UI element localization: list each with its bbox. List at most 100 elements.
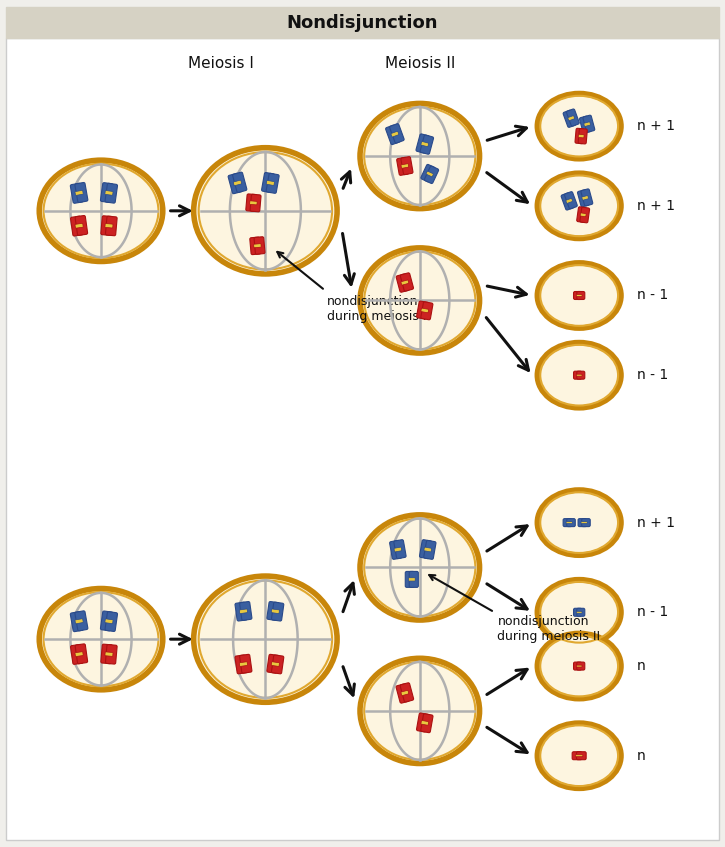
FancyBboxPatch shape bbox=[561, 193, 574, 210]
FancyBboxPatch shape bbox=[75, 618, 83, 623]
FancyBboxPatch shape bbox=[7, 7, 718, 38]
FancyBboxPatch shape bbox=[580, 213, 586, 217]
Ellipse shape bbox=[360, 103, 479, 208]
FancyBboxPatch shape bbox=[386, 125, 400, 145]
Text: n - 1: n - 1 bbox=[637, 606, 668, 619]
FancyBboxPatch shape bbox=[573, 291, 581, 300]
FancyBboxPatch shape bbox=[106, 645, 117, 664]
Text: n - 1: n - 1 bbox=[637, 368, 668, 382]
FancyBboxPatch shape bbox=[563, 518, 572, 527]
FancyBboxPatch shape bbox=[254, 237, 265, 254]
FancyBboxPatch shape bbox=[239, 662, 247, 667]
FancyBboxPatch shape bbox=[240, 655, 252, 673]
FancyBboxPatch shape bbox=[397, 158, 409, 175]
FancyBboxPatch shape bbox=[105, 224, 113, 228]
FancyBboxPatch shape bbox=[576, 295, 582, 296]
FancyBboxPatch shape bbox=[228, 174, 242, 194]
FancyBboxPatch shape bbox=[401, 163, 409, 169]
FancyBboxPatch shape bbox=[583, 115, 594, 132]
FancyBboxPatch shape bbox=[105, 619, 113, 623]
FancyBboxPatch shape bbox=[405, 572, 415, 587]
Ellipse shape bbox=[39, 160, 163, 262]
FancyBboxPatch shape bbox=[576, 207, 587, 223]
FancyBboxPatch shape bbox=[105, 191, 113, 196]
FancyBboxPatch shape bbox=[573, 371, 581, 379]
FancyBboxPatch shape bbox=[262, 173, 275, 192]
FancyBboxPatch shape bbox=[409, 572, 418, 587]
FancyBboxPatch shape bbox=[576, 374, 582, 376]
Text: n: n bbox=[637, 749, 646, 762]
Ellipse shape bbox=[360, 658, 479, 763]
FancyBboxPatch shape bbox=[420, 141, 428, 147]
FancyBboxPatch shape bbox=[424, 166, 439, 184]
FancyBboxPatch shape bbox=[389, 540, 402, 559]
FancyBboxPatch shape bbox=[267, 601, 279, 620]
FancyBboxPatch shape bbox=[424, 547, 431, 552]
FancyBboxPatch shape bbox=[578, 190, 589, 207]
Text: Meiosis II: Meiosis II bbox=[384, 56, 455, 71]
FancyBboxPatch shape bbox=[101, 611, 113, 631]
FancyBboxPatch shape bbox=[584, 122, 590, 126]
FancyBboxPatch shape bbox=[233, 180, 241, 185]
FancyBboxPatch shape bbox=[581, 189, 593, 206]
FancyBboxPatch shape bbox=[75, 651, 83, 656]
FancyBboxPatch shape bbox=[576, 612, 582, 613]
FancyBboxPatch shape bbox=[271, 662, 279, 667]
Ellipse shape bbox=[537, 634, 621, 699]
FancyBboxPatch shape bbox=[101, 216, 112, 235]
FancyBboxPatch shape bbox=[389, 124, 404, 143]
FancyBboxPatch shape bbox=[75, 224, 83, 228]
FancyBboxPatch shape bbox=[70, 216, 83, 236]
FancyBboxPatch shape bbox=[7, 38, 718, 840]
FancyBboxPatch shape bbox=[565, 191, 577, 209]
FancyBboxPatch shape bbox=[254, 244, 261, 247]
FancyBboxPatch shape bbox=[266, 180, 275, 185]
FancyBboxPatch shape bbox=[101, 183, 113, 202]
FancyBboxPatch shape bbox=[578, 518, 587, 527]
FancyBboxPatch shape bbox=[420, 302, 433, 320]
FancyBboxPatch shape bbox=[573, 662, 581, 670]
FancyBboxPatch shape bbox=[577, 291, 585, 300]
FancyBboxPatch shape bbox=[70, 645, 83, 664]
Ellipse shape bbox=[360, 515, 479, 620]
Ellipse shape bbox=[537, 579, 621, 645]
FancyBboxPatch shape bbox=[420, 540, 431, 558]
FancyBboxPatch shape bbox=[233, 172, 246, 192]
FancyBboxPatch shape bbox=[75, 191, 83, 196]
FancyBboxPatch shape bbox=[576, 752, 586, 760]
FancyBboxPatch shape bbox=[394, 547, 402, 552]
FancyBboxPatch shape bbox=[75, 215, 88, 235]
FancyBboxPatch shape bbox=[581, 196, 589, 200]
FancyBboxPatch shape bbox=[421, 721, 428, 725]
FancyBboxPatch shape bbox=[266, 174, 279, 193]
FancyBboxPatch shape bbox=[250, 194, 261, 212]
Ellipse shape bbox=[537, 490, 621, 556]
FancyBboxPatch shape bbox=[391, 131, 399, 137]
Text: n + 1: n + 1 bbox=[637, 199, 675, 213]
FancyBboxPatch shape bbox=[235, 602, 247, 621]
Ellipse shape bbox=[39, 589, 163, 689]
Ellipse shape bbox=[194, 147, 337, 274]
Ellipse shape bbox=[537, 93, 621, 158]
Text: n + 1: n + 1 bbox=[637, 516, 675, 529]
Ellipse shape bbox=[537, 723, 621, 789]
FancyBboxPatch shape bbox=[105, 183, 117, 203]
FancyBboxPatch shape bbox=[240, 601, 252, 620]
FancyBboxPatch shape bbox=[563, 110, 576, 127]
FancyBboxPatch shape bbox=[396, 684, 410, 703]
FancyBboxPatch shape bbox=[105, 612, 117, 632]
FancyBboxPatch shape bbox=[421, 308, 428, 313]
FancyBboxPatch shape bbox=[572, 752, 582, 760]
FancyBboxPatch shape bbox=[567, 518, 575, 527]
FancyBboxPatch shape bbox=[106, 216, 117, 235]
Text: n: n bbox=[637, 659, 646, 673]
FancyBboxPatch shape bbox=[579, 129, 587, 144]
FancyBboxPatch shape bbox=[400, 273, 413, 291]
FancyBboxPatch shape bbox=[417, 301, 428, 319]
FancyBboxPatch shape bbox=[75, 182, 88, 202]
FancyBboxPatch shape bbox=[575, 128, 584, 144]
Text: n - 1: n - 1 bbox=[637, 289, 668, 302]
FancyBboxPatch shape bbox=[70, 612, 83, 632]
FancyBboxPatch shape bbox=[101, 645, 112, 664]
FancyBboxPatch shape bbox=[416, 134, 429, 153]
